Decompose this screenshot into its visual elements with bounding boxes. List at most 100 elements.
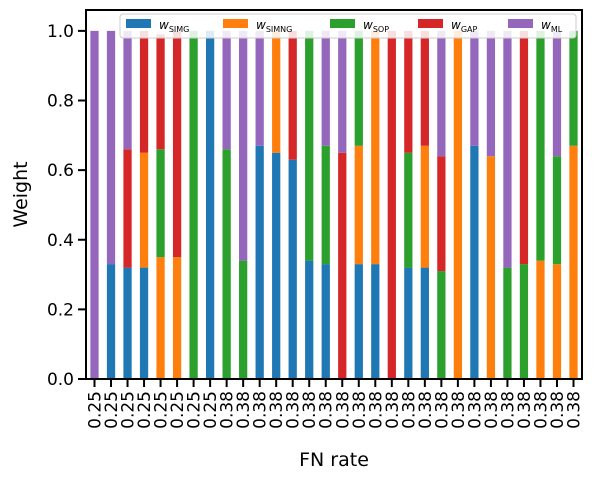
y-tick-label: 0.6 [47, 161, 74, 181]
y-tick-label: 1.0 [47, 22, 74, 42]
bar-segment-simng [486, 156, 496, 379]
x-tick-label: 0.38 [432, 391, 452, 429]
x-tick-label: 0.38 [449, 391, 469, 429]
bar-segment-gap [156, 34, 165, 150]
x-tick-label: 0.25 [119, 391, 139, 429]
legend-item-gap: wGAP [418, 18, 478, 34]
bar-segment-ml [486, 30, 496, 157]
x-tick-label: 0.38 [317, 391, 337, 429]
bar-segment-sop [321, 145, 330, 265]
bar-segment-ml [321, 30, 330, 146]
bar-segment-simg [272, 152, 281, 379]
bar-segment-simng [272, 30, 281, 153]
axes-layer: 0.00.20.40.60.81.00.250.250.250.250.250.… [47, 9, 585, 429]
bar-segment-simg [371, 264, 380, 379]
bar-segment-gap [437, 156, 446, 272]
bar-segment-gap [123, 149, 132, 268]
x-tick-label: 0.38 [333, 391, 353, 429]
x-tick-label: 0.38 [565, 391, 585, 429]
bar-segment-sop [222, 149, 231, 379]
legend-label: wSIMNG [256, 18, 292, 34]
bar-segment-gap [288, 30, 297, 160]
bar-segment-simg [305, 260, 314, 379]
x-tick-label: 0.38 [482, 391, 502, 429]
y-axis-title: Weight [10, 161, 32, 227]
x-tick-label: 0.38 [300, 391, 320, 429]
bar-segment-ml [552, 30, 562, 157]
legend-label: wGAP [451, 18, 478, 34]
legend-item-simng: wSIMNG [223, 18, 292, 34]
bar-segment-sop [503, 267, 512, 379]
bar-segment-simg [205, 30, 215, 379]
bar-segment-simg [106, 264, 116, 379]
bar-segment-sop [354, 30, 363, 146]
x-tick-label: 0.25 [135, 391, 155, 429]
bar-segment-simng [420, 145, 429, 268]
bar-segment-gap [172, 30, 182, 258]
legend-swatch [418, 19, 443, 28]
bar-segment-simng [536, 260, 545, 379]
bar-segment-sop [189, 30, 198, 379]
bar-segment-sop [437, 271, 446, 379]
bar-segment-simng [172, 257, 182, 379]
x-tick-label: 0.25 [86, 391, 106, 429]
legend-swatch [223, 19, 248, 28]
x-tick-label: 0.38 [267, 391, 287, 429]
x-tick-label: 0.25 [185, 391, 205, 429]
legend-item-simg: wSIMG [126, 18, 189, 34]
bar-segment-simg [420, 267, 429, 379]
bar-segment-ml [106, 30, 116, 265]
x-tick-label: 0.25 [201, 391, 221, 429]
bar-segment-ml [338, 30, 347, 153]
x-tick-label: 0.38 [234, 391, 254, 429]
x-tick-label: 0.38 [416, 391, 436, 429]
x-tick-label: 0.38 [399, 391, 419, 429]
legend-item-sop: wSOP [330, 18, 389, 34]
x-tick-label: 0.38 [515, 391, 535, 429]
legend-item-ml: wML [508, 18, 563, 34]
bar-segment-sop [536, 30, 545, 261]
x-tick-label: 0.38 [366, 391, 386, 429]
bar-segment-sop [239, 260, 248, 379]
x-tick-label: 0.38 [350, 391, 370, 429]
bar-segment-gap [404, 30, 413, 153]
bar-segment-simg [321, 264, 330, 379]
legend-swatch [508, 19, 533, 28]
bar-segment-ml [255, 30, 264, 146]
bar-segment-simg [288, 159, 297, 379]
x-tick-label: 0.25 [152, 391, 172, 429]
bar-segment-simg [470, 145, 479, 379]
legend-label: wSIMG [159, 18, 189, 34]
bar-segment-ml [222, 30, 231, 150]
x-tick-label: 0.25 [102, 391, 122, 429]
bar-segment-sop [156, 149, 165, 258]
bar-segment-sop [404, 152, 413, 268]
legend-label: wSOP [363, 18, 389, 34]
bar-segment-simg [139, 267, 149, 379]
y-tick-label: 0.0 [47, 370, 74, 390]
bar-segment-gap [519, 30, 529, 265]
x-tick-label: 0.25 [168, 391, 188, 429]
bar-segment-ml [239, 30, 248, 261]
x-tick-label: 0.38 [383, 391, 403, 429]
bar-segment-simng [156, 257, 165, 379]
x-tick-label: 0.38 [218, 391, 238, 429]
legend: wSIMG wSIMNG wSOP wGAP wML [119, 13, 577, 39]
bar-segment-ml [90, 30, 99, 379]
bar-segment-gap [338, 152, 347, 379]
x-tick-label: 0.38 [498, 391, 518, 429]
legend-swatch [330, 19, 355, 28]
bar-segment-sop [305, 30, 314, 261]
x-axis-title: FN rate [299, 449, 369, 471]
x-tick-label: 0.38 [251, 391, 271, 429]
bar-segment-simng [453, 30, 463, 379]
bar-segment-ml [470, 30, 479, 146]
bar-segment-simng [139, 152, 149, 268]
y-tick-label: 0.8 [47, 92, 74, 112]
x-tick-label: 0.38 [465, 391, 485, 429]
y-tick-label: 0.4 [47, 231, 74, 251]
bar-segment-gap [387, 30, 396, 379]
bar-segment-ml [503, 30, 512, 268]
